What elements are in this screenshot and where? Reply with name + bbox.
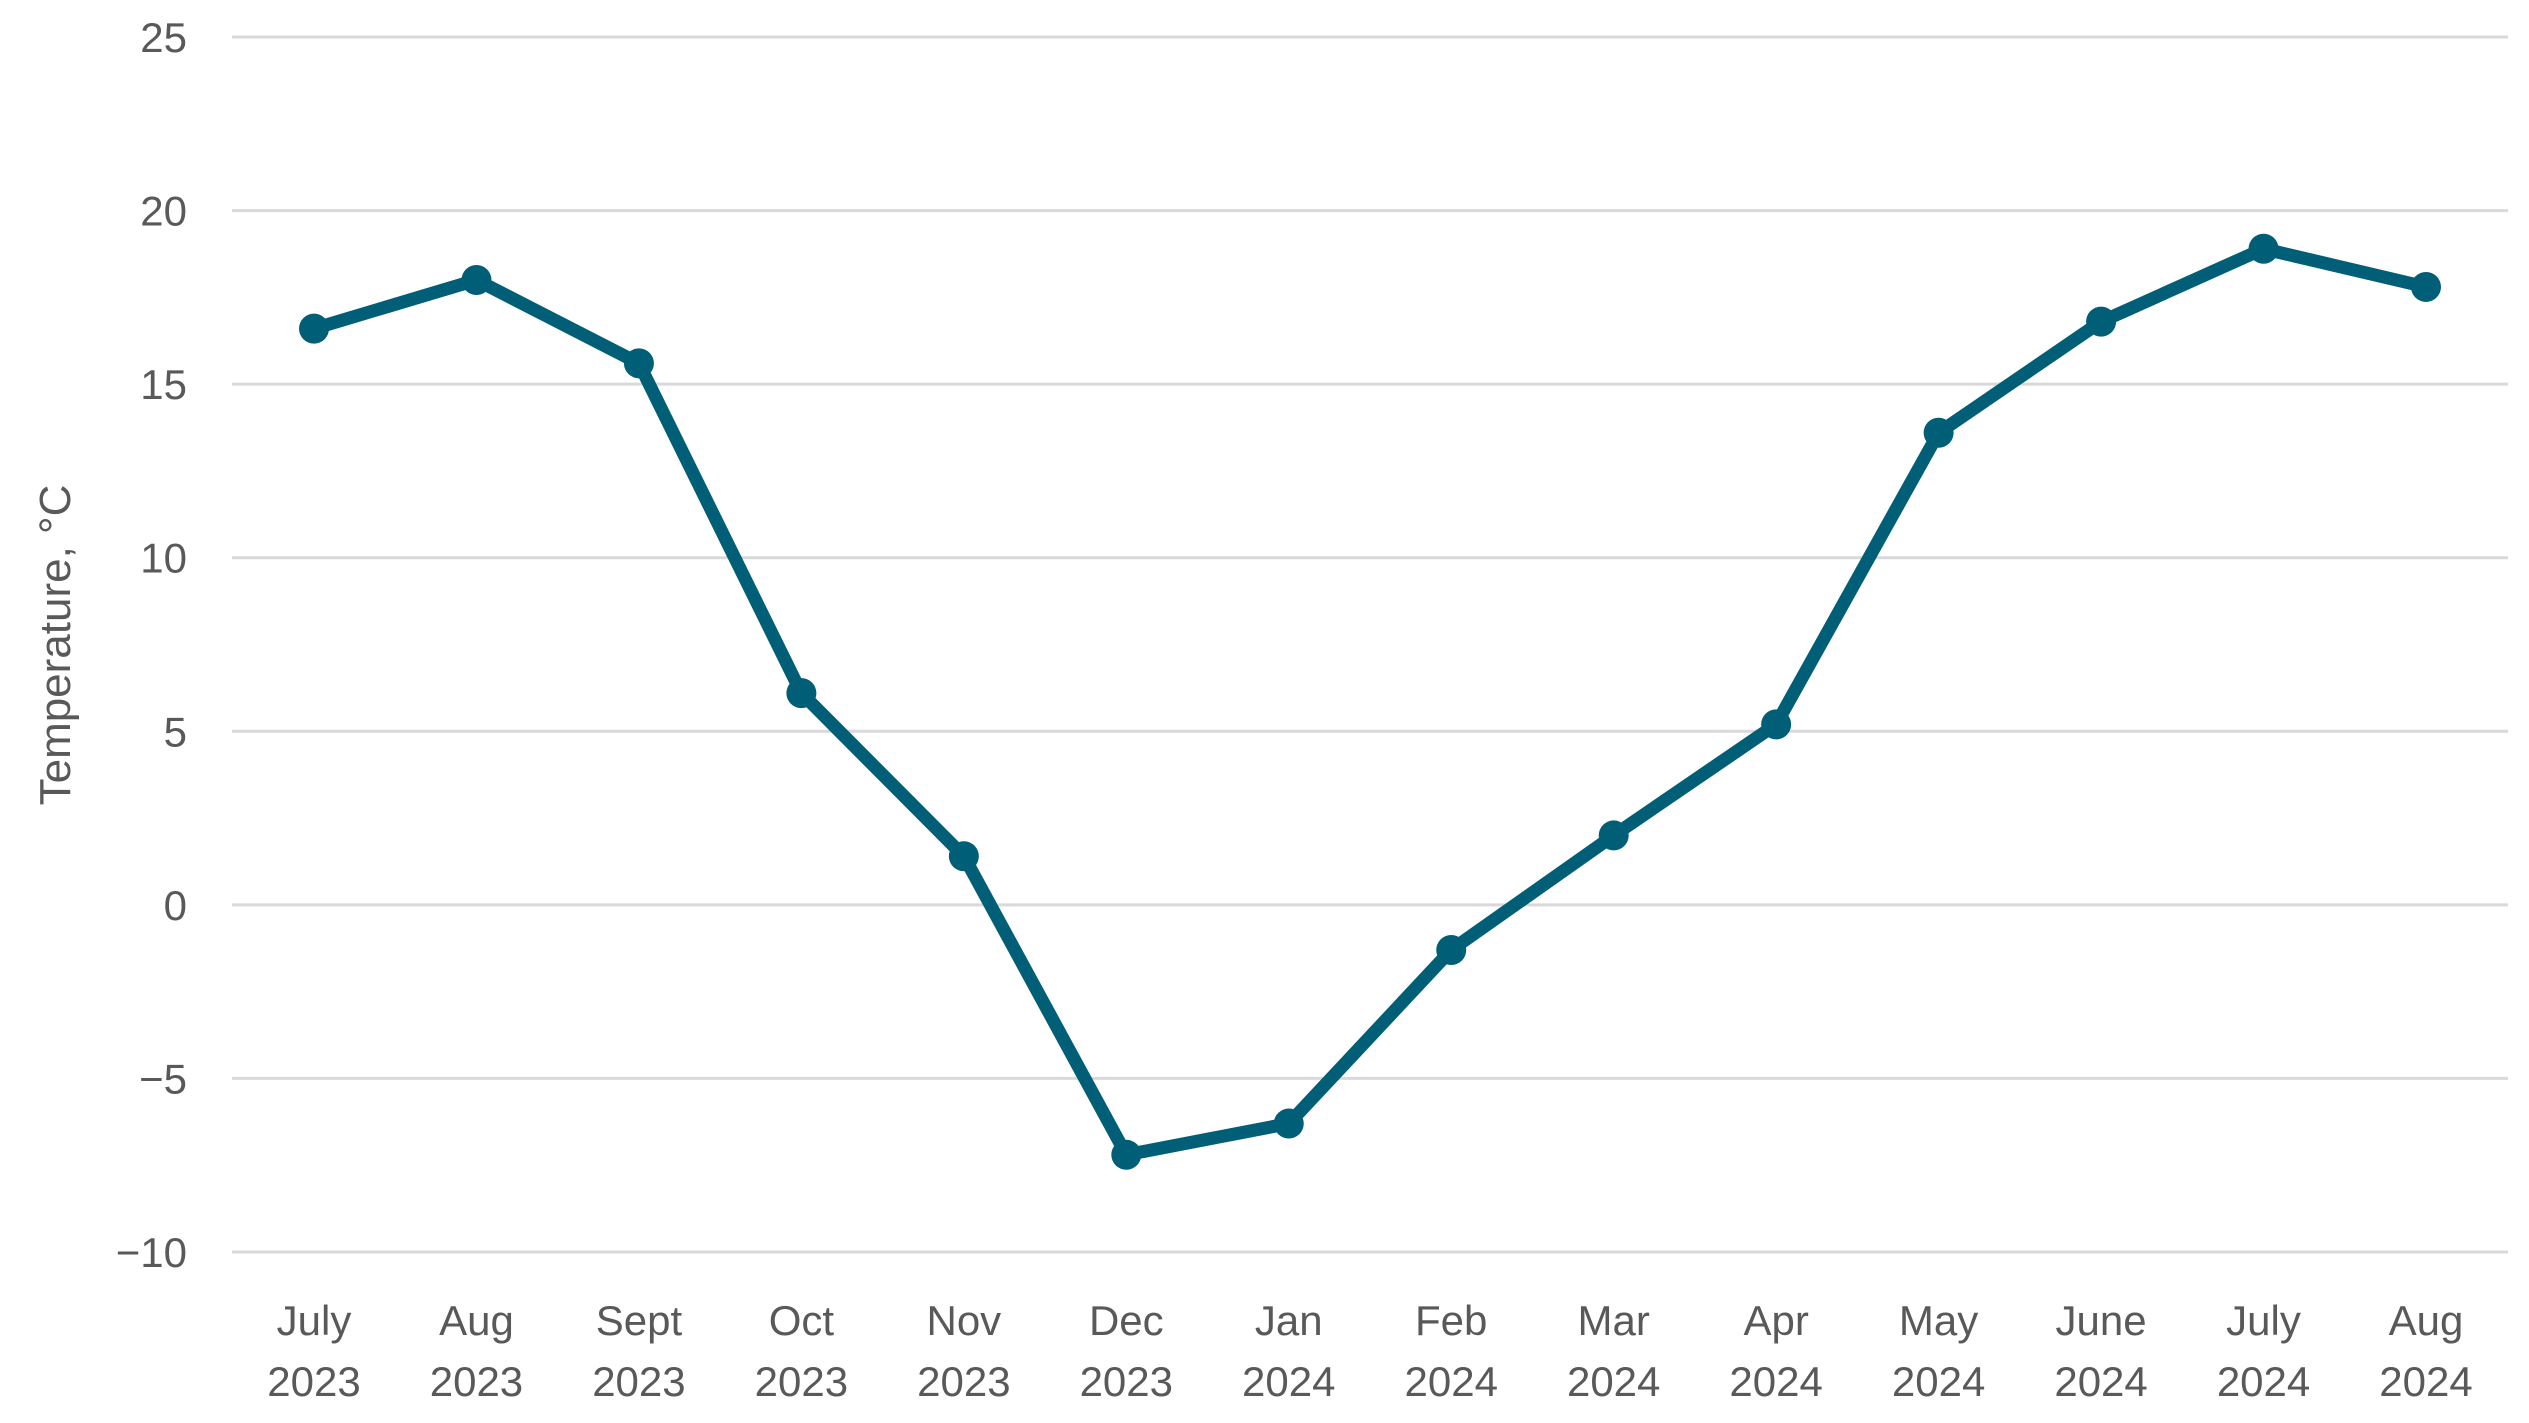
x-tick-label-year: 2023: [1080, 1358, 1173, 1405]
x-tick-label-month: Sept: [596, 1297, 683, 1344]
y-tick-label: 25: [140, 14, 187, 61]
x-tick-label-year: 2023: [267, 1358, 360, 1405]
data-point: [2248, 233, 2279, 264]
x-tick-label-month: Nov: [926, 1297, 1001, 1344]
x-tick-label-month: Aug: [2389, 1297, 2464, 1344]
series-line: [307, 242, 2433, 1162]
data-point: [948, 841, 979, 872]
y-tick-label: 15: [140, 361, 187, 408]
x-tick-label-year: 2024: [1405, 1358, 1498, 1405]
y-tick-label: 20: [140, 188, 187, 235]
data-point: [2086, 306, 2117, 337]
x-axis-tick-labels: July 2023 Aug 2023 Sept 2023 Oct 2023 Nov 2023 Dec…: [267, 1297, 2472, 1405]
data-points: [299, 233, 2441, 1170]
x-tick-label-month: Oct: [769, 1297, 835, 1344]
x-tick-label-year: 2024: [1242, 1358, 1335, 1405]
data-point: [461, 265, 492, 295]
x-tick-label-year: 2024: [2379, 1358, 2472, 1405]
data-point: [1761, 709, 1792, 740]
data-point: [623, 348, 654, 379]
x-tick-label-year: 2023: [430, 1358, 523, 1405]
x-tick-label-month: Dec: [1089, 1297, 1164, 1344]
data-point: [299, 313, 329, 344]
data-point: [2411, 271, 2441, 302]
x-tick-label-month: July: [277, 1297, 352, 1344]
gridlines: [232, 35, 2508, 1254]
y-axis-tick-labels: 25 20 15 10 5 0 −5 −10: [116, 14, 187, 1276]
x-tick-label-year: 2023: [755, 1358, 848, 1405]
data-point: [1598, 820, 1629, 851]
x-tick-label-year: 2023: [592, 1358, 685, 1405]
data-point: [1111, 1139, 1142, 1170]
x-tick-label-month: Mar: [1578, 1297, 1650, 1344]
x-tick-label-year: 2024: [2217, 1358, 2310, 1405]
x-tick-label-month: July: [2226, 1297, 2301, 1344]
x-tick-label-month: Jan: [1255, 1297, 1323, 1344]
data-point: [786, 678, 817, 709]
data-point: [1436, 934, 1467, 965]
x-tick-label-year: 2024: [1729, 1358, 1822, 1405]
data-point: [1273, 1108, 1304, 1139]
data-point: [1923, 417, 1954, 448]
y-tick-label: −10: [116, 1229, 187, 1276]
series-temperature: [307, 242, 2433, 1162]
x-tick-label-month: Apr: [1743, 1297, 1808, 1344]
y-tick-label: 0: [164, 882, 187, 929]
x-tick-label-month: May: [1899, 1297, 1978, 1344]
y-axis-title: Temperature, °C: [31, 485, 80, 806]
x-tick-label-month: Feb: [1415, 1297, 1487, 1344]
y-tick-label: 5: [164, 708, 187, 755]
y-tick-label: −5: [139, 1055, 187, 1102]
x-tick-label-year: 2024: [2054, 1358, 2147, 1405]
y-tick-label: 10: [140, 535, 187, 582]
x-tick-label-year: 2023: [917, 1358, 1010, 1405]
x-tick-label-month: June: [2056, 1297, 2147, 1344]
x-tick-label-year: 2024: [1892, 1358, 1985, 1405]
x-tick-label-year: 2024: [1567, 1358, 1660, 1405]
x-tick-label-month: Aug: [439, 1297, 514, 1344]
